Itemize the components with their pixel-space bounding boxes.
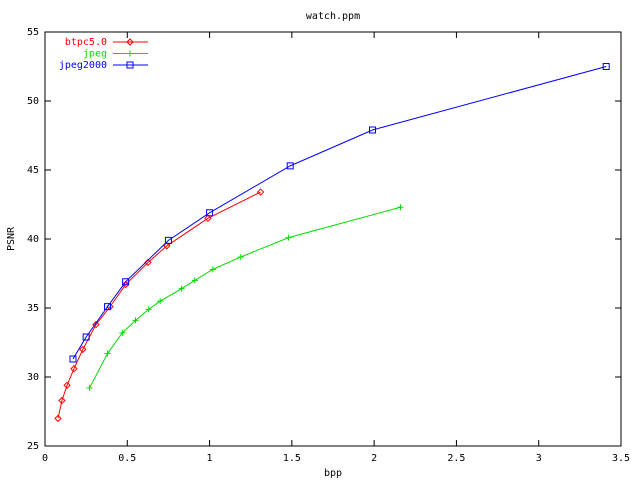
data-point (58, 396, 66, 405)
x-tick-label: 0.5 (118, 453, 136, 464)
data-point (163, 242, 171, 250)
data-point (204, 214, 212, 223)
y-tick-label: 35 (27, 303, 39, 314)
data-point (122, 278, 130, 286)
data-point (286, 162, 294, 170)
data-point (256, 188, 265, 196)
data-point (79, 345, 87, 354)
data-point (119, 329, 126, 336)
data-point (145, 306, 152, 313)
y-tick-label: 25 (27, 441, 39, 452)
data-point (104, 303, 112, 311)
chart-title: watch.ppm (306, 11, 360, 22)
data-point (237, 253, 244, 260)
legend-label: btpc5.0 (65, 37, 107, 48)
data-point (602, 63, 610, 70)
series-line (88, 206, 401, 389)
series-line (72, 66, 607, 360)
data-point (54, 414, 62, 423)
x-tick-label: 0 (42, 453, 48, 464)
y-tick-label: 50 (27, 96, 39, 107)
data-point (191, 277, 198, 284)
x-axis-label: bpp (324, 468, 342, 479)
legend-marker (127, 50, 133, 57)
data-point (69, 355, 77, 363)
y-axis-label: PSNR (6, 226, 17, 251)
data-point (157, 298, 164, 305)
y-tick-label: 55 (27, 27, 39, 38)
data-point (209, 266, 216, 273)
legend-label: jpeg2000 (59, 60, 107, 71)
data-point (206, 209, 214, 217)
data-point (397, 204, 404, 211)
x-tick-label: 3.5 (612, 453, 630, 464)
data-point (92, 320, 100, 329)
data-point (164, 236, 172, 244)
y-tick-label: 45 (27, 165, 39, 176)
data-point (368, 126, 376, 134)
x-tick-label: 1 (207, 453, 213, 464)
data-point (178, 285, 185, 292)
x-tick-label: 3 (536, 453, 542, 464)
data-point (132, 317, 139, 324)
data-point (121, 280, 130, 289)
data-point (104, 350, 111, 357)
y-tick-label: 40 (27, 234, 39, 245)
data-point (285, 234, 292, 241)
data-point (82, 333, 90, 341)
data-point (63, 381, 71, 389)
data-point (86, 385, 93, 392)
y-tick-label: 30 (27, 372, 39, 383)
legend-marker (126, 38, 134, 46)
x-tick-label: 1.5 (283, 453, 301, 464)
legend-marker (126, 61, 134, 69)
x-tick-label: 2 (371, 453, 377, 464)
legend-label: jpeg (83, 49, 107, 60)
data-point (70, 365, 78, 373)
x-tick-label: 2.5 (447, 453, 465, 464)
